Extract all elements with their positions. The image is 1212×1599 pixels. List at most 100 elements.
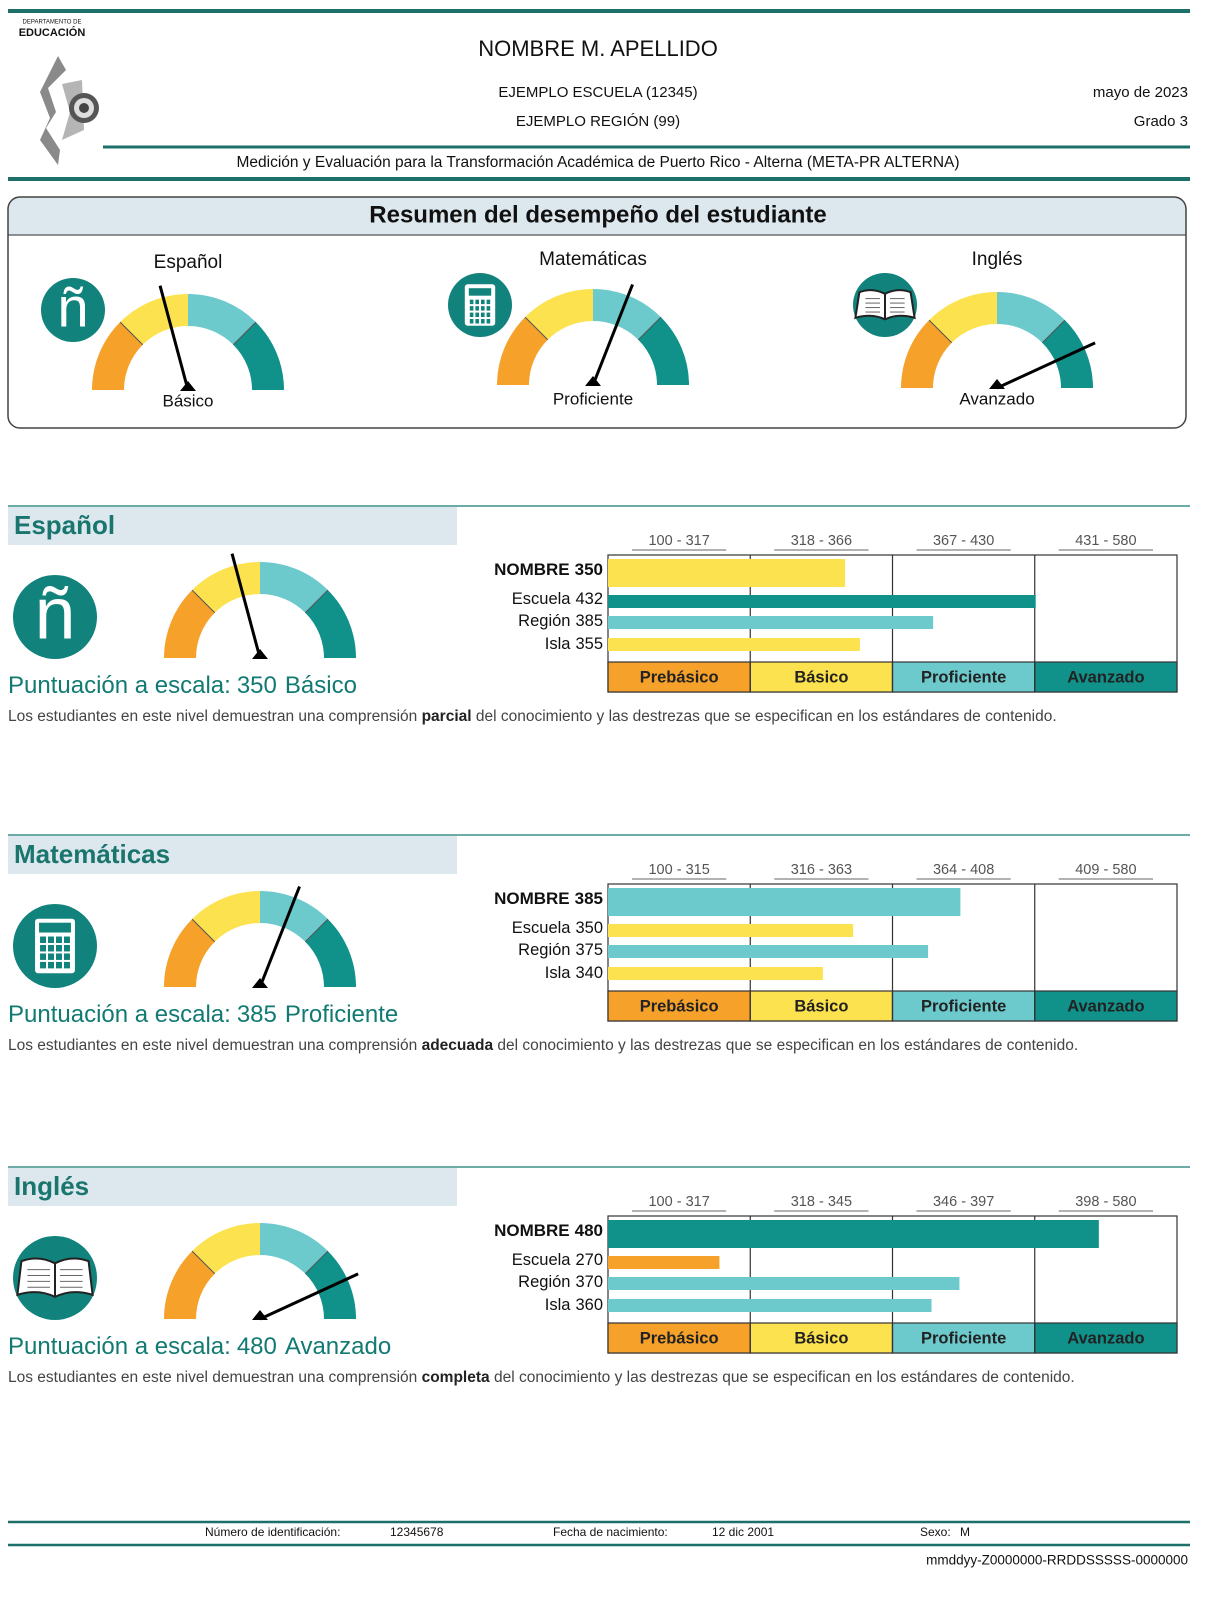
- bar-name: Región: [518, 612, 570, 630]
- calculator-key: [486, 312, 491, 318]
- gauge-needle: [996, 341, 1096, 390]
- level-cell: [1034, 661, 1178, 693]
- gauge-segment: [164, 590, 215, 658]
- gauge-needle: [259, 1272, 359, 1321]
- gauge-needle: [591, 283, 634, 386]
- calculator-key: [63, 961, 70, 969]
- bar-value: 432: [575, 590, 603, 608]
- range-label: 318 - 345: [791, 1194, 852, 1210]
- bar-label: Región 375: [518, 941, 603, 959]
- gauge-segment: [305, 919, 356, 987]
- description-text: del conocimiento y las destrezas que se …: [493, 1037, 1079, 1054]
- description-text: del conocimiento y las destrezas que se …: [471, 708, 1057, 725]
- calculator-key: [63, 936, 70, 943]
- section-title: Español: [14, 510, 115, 540]
- score-bar: [608, 1220, 1099, 1248]
- region: EJEMPLO REGIÓN (99): [516, 113, 680, 130]
- level-name: Básico: [794, 1329, 848, 1347]
- gauge-divider: [304, 1250, 329, 1275]
- range-label: 346 - 397: [933, 1194, 994, 1210]
- calculator-key: [56, 953, 62, 960]
- bar-label: Escuela 432: [512, 590, 603, 608]
- level-name: Prebásico: [640, 997, 719, 1015]
- score-bar: [608, 638, 860, 651]
- level-cell: [749, 990, 894, 1022]
- needle-base: [180, 381, 196, 391]
- sex: M: [960, 1525, 970, 1539]
- score-level: Avanzado: [285, 1333, 391, 1360]
- needle-base: [252, 978, 268, 988]
- level-name: Proficiente: [921, 1329, 1006, 1347]
- bar-value: 355: [575, 635, 603, 653]
- id: 12345678: [390, 1525, 444, 1539]
- range-label: 100 - 317: [648, 533, 709, 549]
- description-emphasis: adecuada: [421, 1037, 494, 1054]
- calculator-key: [469, 299, 474, 305]
- level-cell: [891, 661, 1036, 693]
- icon-glyph: ñ: [57, 275, 88, 338]
- level-name: Prebásico: [640, 668, 719, 686]
- icon-glyph: ñ: [35, 572, 76, 655]
- id-label: Número de identificación:: [205, 1525, 340, 1539]
- sex-label: Sexo:: [920, 1525, 951, 1539]
- gauge-divider: [928, 319, 953, 344]
- summary-subject: Inglés: [972, 249, 1023, 270]
- bar-value: 360: [575, 1296, 603, 1314]
- level-cell: [1034, 1322, 1178, 1354]
- gauge-segment: [497, 317, 548, 385]
- range-label: 409 - 580: [1075, 862, 1136, 878]
- gauge-segment: [233, 322, 284, 390]
- bar-value: 270: [575, 1251, 603, 1269]
- gauge-segment: [305, 590, 356, 658]
- gauge-needle: [258, 885, 301, 988]
- bar-name: Isla: [545, 1296, 572, 1314]
- calculator-key: [469, 312, 474, 318]
- calculator-screen: [39, 922, 71, 933]
- score-bar: [608, 1256, 720, 1269]
- calculator-key: [48, 953, 54, 960]
- bar-label: Isla 360: [545, 1296, 603, 1314]
- calculator-key: [475, 319, 479, 324]
- level-description: Los estudiantes en este nivel demuestran…: [8, 704, 1180, 730]
- section-header: [8, 836, 457, 874]
- gauge-segment: [188, 294, 256, 345]
- level-name: Avanzado: [1067, 997, 1144, 1015]
- score-level: Básico: [285, 672, 357, 699]
- grade: Grado 3: [1134, 113, 1188, 130]
- calculator-key: [40, 944, 47, 952]
- range-label: 318 - 366: [791, 533, 852, 549]
- agency: EDUCACIÓN: [19, 26, 86, 39]
- calculator-key: [56, 961, 62, 969]
- score-bar: [608, 1299, 932, 1312]
- gauge-needle: [158, 285, 190, 391]
- needle-base: [989, 379, 1005, 389]
- bar-value: 480: [575, 1221, 603, 1240]
- gauge-divider: [191, 1250, 216, 1275]
- level-description: Los estudiantes en este nivel demuestran…: [8, 1033, 1180, 1059]
- gauge-segment: [593, 289, 661, 340]
- gauge-segment: [260, 562, 328, 613]
- calculator-key: [40, 953, 47, 960]
- gauge-divider: [191, 589, 216, 614]
- gauge-needle: [230, 553, 262, 659]
- calculator-key: [475, 299, 479, 305]
- school: EJEMPLO ESCUELA (12345): [498, 84, 697, 101]
- bar-value: 370: [575, 1273, 603, 1291]
- score-bar: [608, 924, 854, 937]
- calculator-key: [56, 944, 62, 952]
- summary-subject: Matemáticas: [539, 249, 647, 270]
- level-name: Avanzado: [1067, 668, 1144, 686]
- bar-label: Escuela 350: [512, 919, 603, 937]
- description-text: Los estudiantes en este nivel demuestran…: [8, 1369, 422, 1386]
- bar-value: 385: [575, 612, 603, 630]
- score: 385: [237, 1001, 277, 1028]
- gauge-segment: [120, 294, 188, 345]
- bar-name: NOMBRE: [494, 889, 570, 908]
- bar-label: Escuela 270: [512, 1251, 603, 1269]
- calculator-key: [481, 319, 485, 324]
- calculator-key: [481, 299, 485, 305]
- bar-value: 340: [575, 964, 603, 982]
- logo: [40, 56, 99, 165]
- calculator-key: [486, 306, 491, 311]
- section-title: Inglés: [14, 1171, 89, 1201]
